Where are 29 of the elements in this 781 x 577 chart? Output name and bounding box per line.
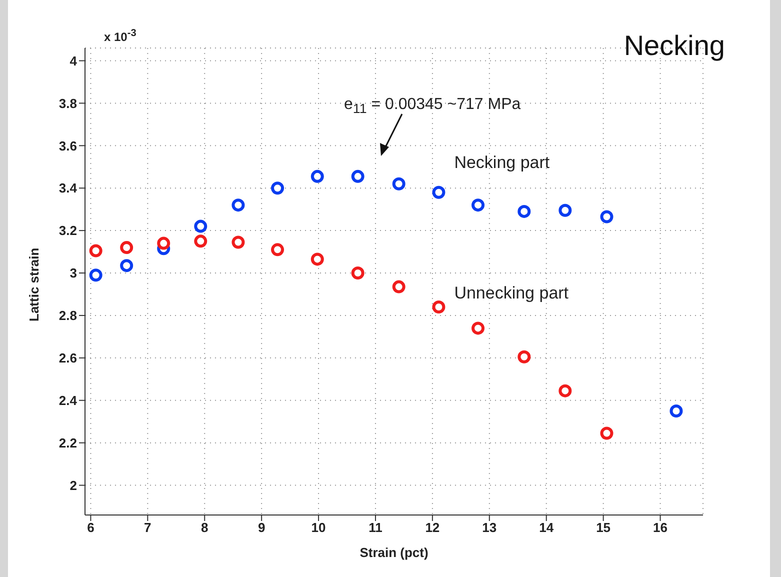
x-tick-label: 10 (311, 520, 326, 536)
y-tick-label: 2.2 (58, 435, 77, 450)
y-tick-label: 3.8 (58, 96, 77, 111)
x-tick-label: 12 (425, 520, 440, 536)
series-label: Necking part (454, 152, 550, 172)
x-tick-label: 7 (144, 520, 152, 536)
y-tick-label: 3.2 (58, 223, 77, 238)
series-label: Unnecking part (454, 283, 569, 302)
text: x 10$^{-3}$ (104, 28, 136, 44)
x-tick-label: 14 (539, 520, 554, 536)
annotation: e$_{11}$ = 0.00345 ~717 MPa (344, 96, 521, 116)
x-tick-label: 8 (200, 520, 208, 536)
x-tick-label: 13 (482, 520, 497, 536)
x-tick-label: 15 (596, 520, 611, 536)
x-tick-label: 9 (258, 520, 266, 536)
x-tick-label: 11 (368, 520, 382, 536)
y-tick-label: 3.4 (58, 180, 78, 196)
y-tick-label: 3.6 (58, 138, 77, 154)
y-tick-label: 2.4 (58, 392, 78, 408)
x-tick-label: 6 (87, 520, 94, 536)
y-axis-title: Lattic strain (26, 248, 42, 322)
chart-title: Necking (624, 30, 725, 62)
y-tick-label: 4 (70, 53, 78, 68)
y-tick-label: 3 (70, 266, 77, 281)
y-tick-label: 2 (70, 478, 77, 493)
x-axis-title: Strain (pct) (360, 545, 428, 560)
y-tick-label: 2.8 (58, 308, 77, 324)
y-tick-label: 2.6 (58, 350, 77, 366)
x-tick-label: 16 (653, 520, 668, 536)
